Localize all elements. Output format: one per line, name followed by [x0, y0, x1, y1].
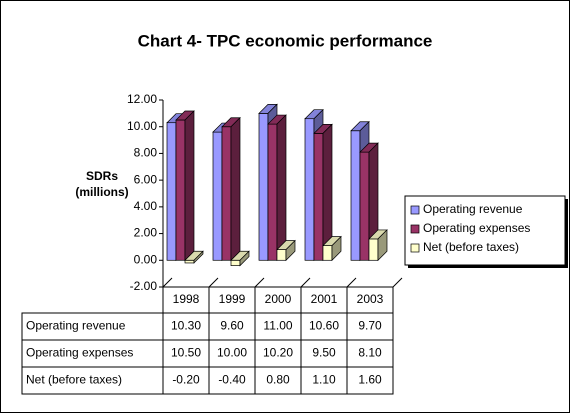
bar-side — [184, 110, 195, 262]
table-body-box — [21, 312, 394, 395]
y-tick-label: -2.00 — [130, 279, 158, 293]
bar — [304, 118, 315, 261]
bar-side — [193, 250, 204, 264]
y-tick-label: 2.00 — [134, 226, 158, 240]
bar — [313, 133, 324, 261]
category-divider — [392, 277, 403, 288]
y-tick-label: 0.00 — [134, 252, 158, 266]
category-divider — [208, 277, 219, 288]
bar — [230, 259, 241, 266]
bar — [258, 113, 269, 261]
x-tick-label: 2003 — [357, 292, 384, 306]
bar — [221, 126, 232, 261]
bar — [359, 151, 370, 261]
y-tick-label: 8.00 — [134, 146, 158, 160]
table-cell: 10.30 — [171, 319, 201, 333]
legend-swatch — [410, 243, 420, 253]
bar — [350, 130, 361, 261]
bar-side — [285, 239, 296, 262]
y-tick-label: 10.00 — [127, 119, 157, 133]
table-cell: 1.10 — [312, 373, 336, 387]
y-axis-label: SDRs (millions) — [75, 169, 129, 199]
bar — [212, 131, 223, 261]
table-cell: 10.20 — [263, 346, 293, 360]
table-cell: 10.00 — [217, 346, 247, 360]
table-cell: 8.10 — [358, 346, 382, 360]
category-divider — [346, 277, 357, 288]
bar — [175, 119, 186, 261]
y-tick-label: 4.00 — [134, 199, 158, 213]
x-tick-label: 1999 — [219, 292, 246, 306]
legend-label: Operating expenses — [423, 221, 530, 235]
floor-line — [162, 277, 173, 288]
x-tick-label: 2000 — [265, 292, 292, 306]
bar — [368, 238, 379, 261]
legend-swatch — [410, 224, 420, 234]
bar — [166, 122, 177, 261]
table-cell: 1.60 — [358, 373, 382, 387]
bar — [276, 249, 287, 261]
bar-side — [230, 116, 241, 262]
x-tick-label: 1998 — [173, 292, 200, 306]
category-divider — [300, 277, 311, 288]
table-row-label: Operating revenue — [26, 319, 126, 333]
bar — [267, 123, 278, 261]
table-cell: 10.50 — [171, 346, 201, 360]
legend-label: Net (before taxes) — [423, 240, 519, 254]
bar-side — [377, 229, 388, 262]
y-tick-label: 6.00 — [134, 172, 158, 186]
table-cell: 11.00 — [263, 319, 292, 333]
table-cell: 9.70 — [358, 319, 382, 333]
table-cell: 9.50 — [312, 346, 336, 360]
x-tick-label: 2001 — [311, 292, 338, 306]
legend-swatch — [410, 205, 420, 215]
table-cell: 10.60 — [309, 319, 339, 333]
table-cell: -0.20 — [172, 373, 200, 387]
bar-side — [239, 250, 250, 267]
table-row-label: Net (before taxes) — [26, 373, 122, 387]
legend-label: Operating revenue — [423, 202, 523, 216]
table-cell: 0.80 — [266, 373, 290, 387]
legend-box — [404, 195, 566, 266]
category-divider — [254, 277, 265, 288]
bar — [322, 245, 333, 261]
table-cell: 9.60 — [220, 319, 244, 333]
bar-side — [276, 114, 287, 262]
y-tick-label: 12.00 — [127, 92, 157, 106]
bar-side — [331, 235, 342, 262]
table-row-label: Operating expenses — [26, 346, 133, 360]
table-cell: -0.40 — [218, 373, 246, 387]
bar — [184, 259, 195, 264]
chart-title: Chart 4- TPC economic performance — [138, 31, 433, 50]
